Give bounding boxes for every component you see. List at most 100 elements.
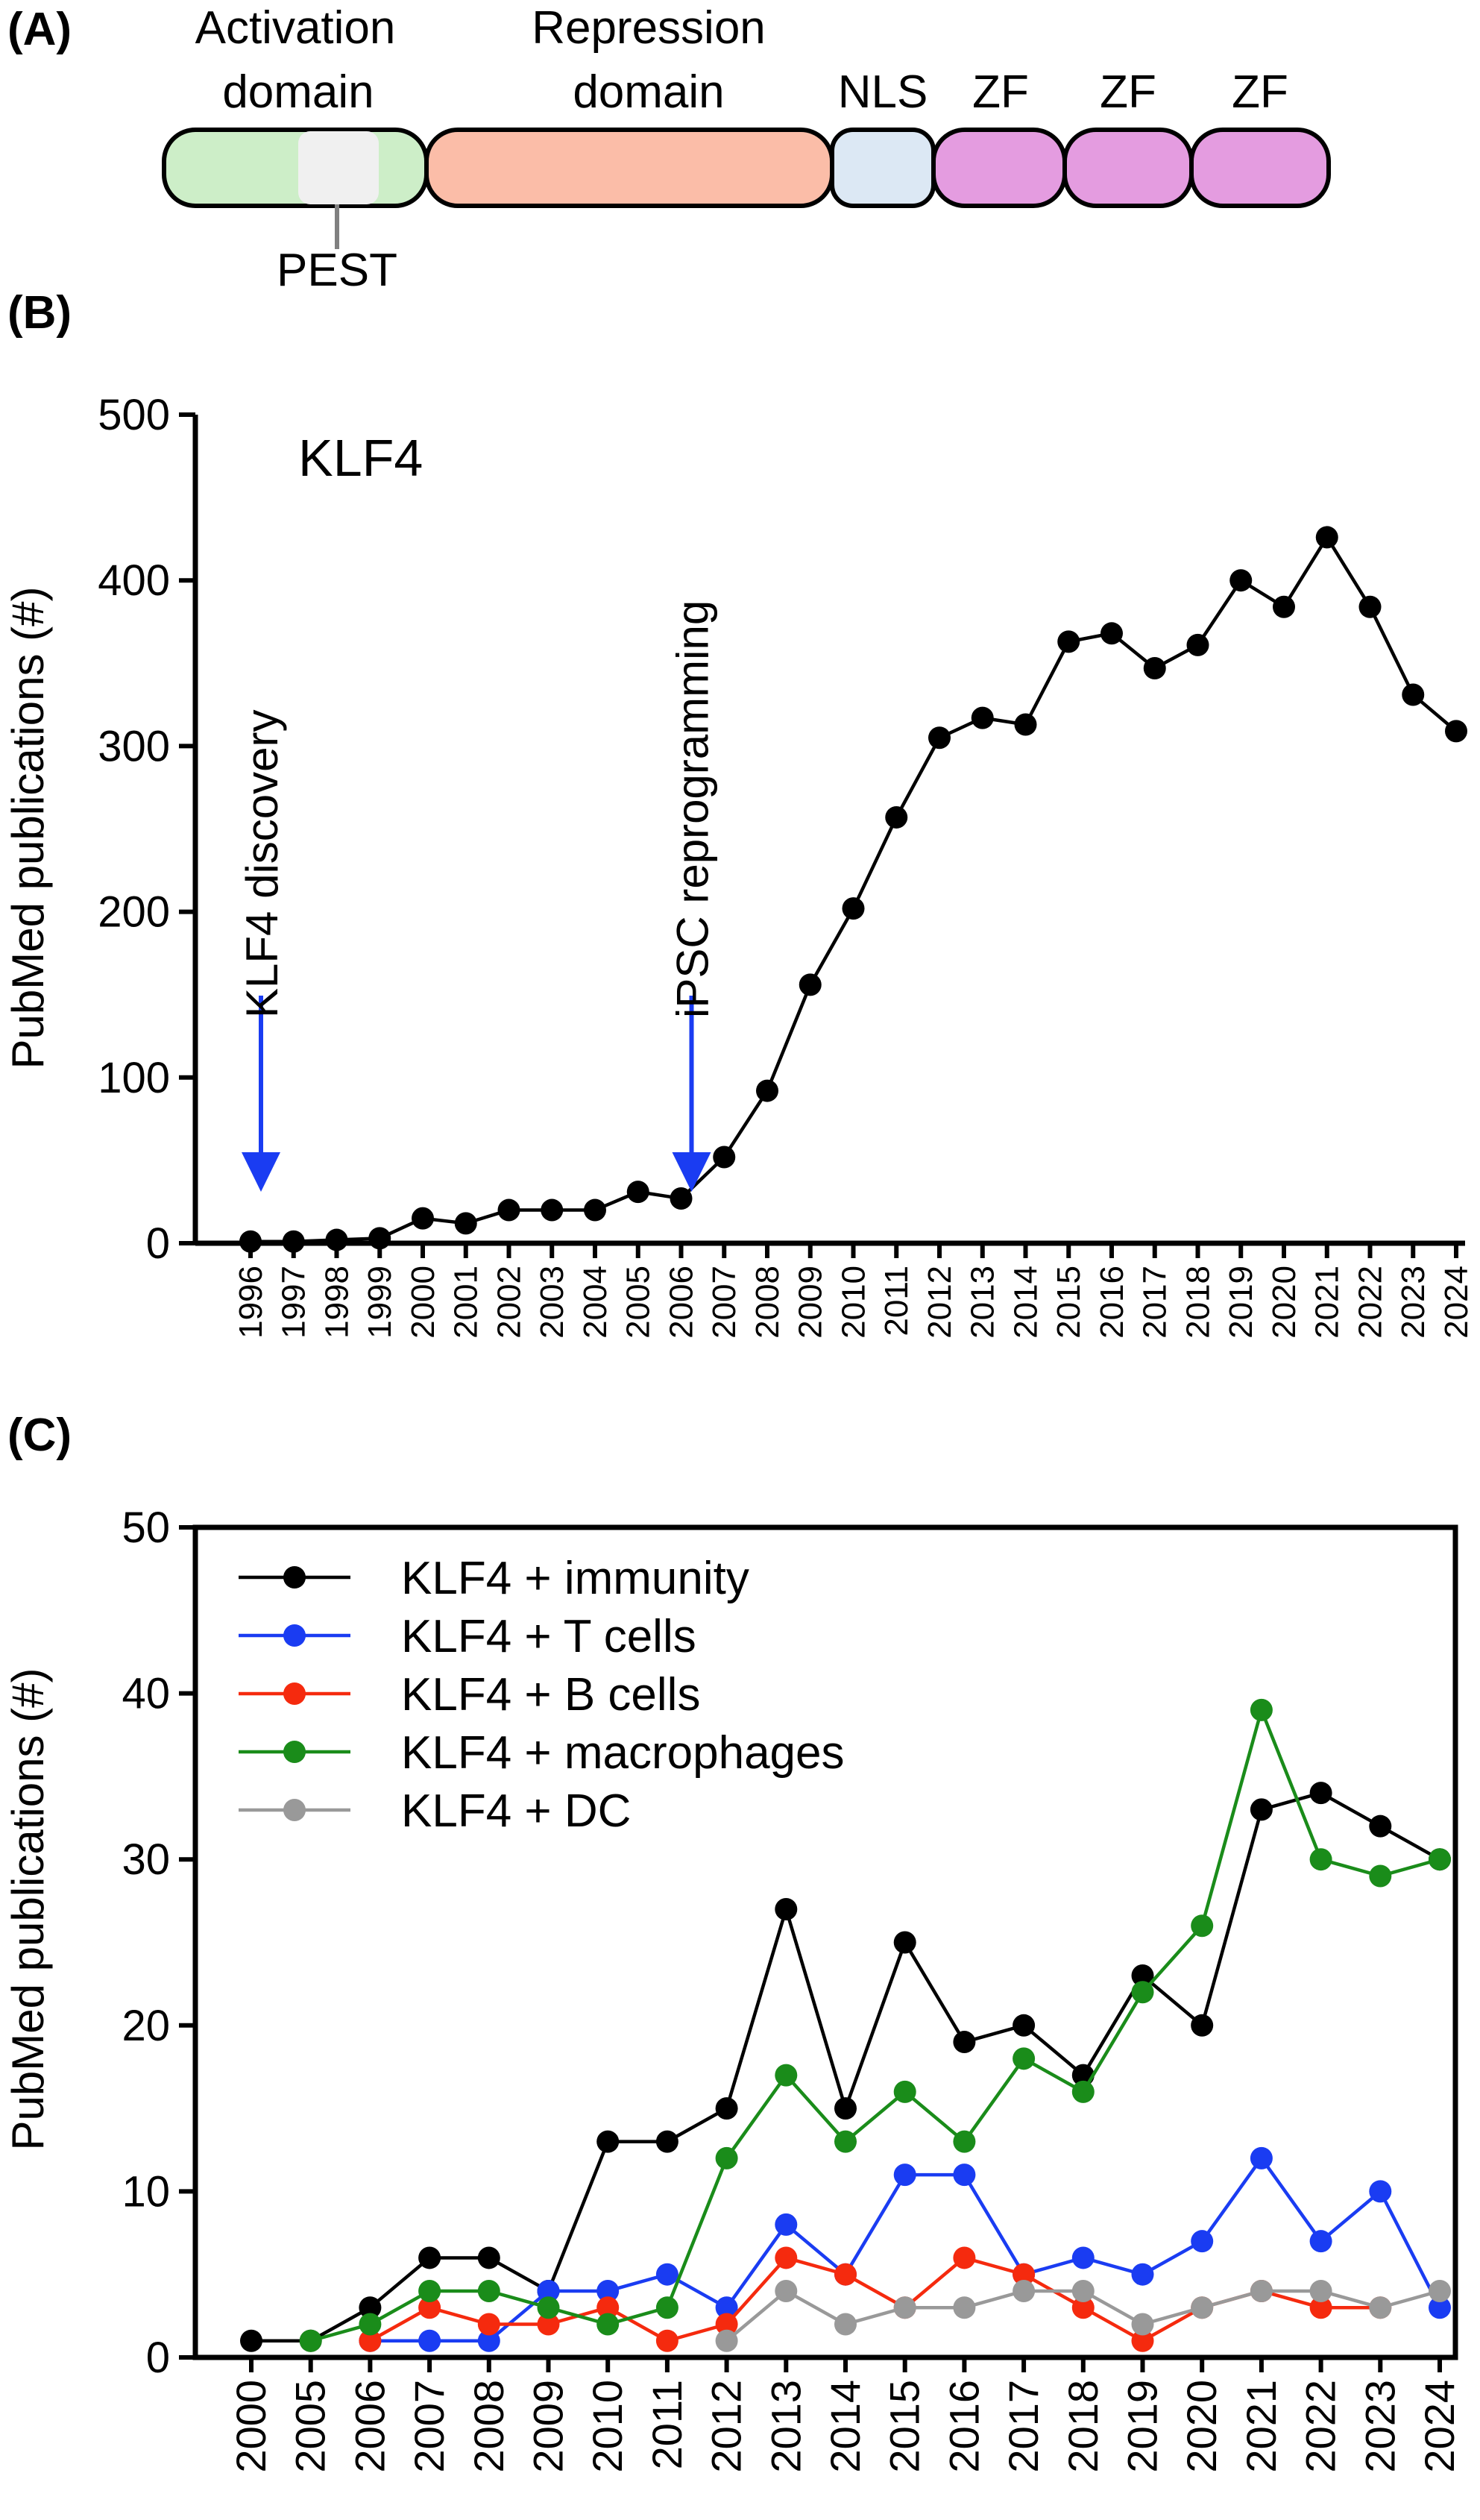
data-point	[1191, 2014, 1214, 2037]
legend-label: KLF4 + DC	[401, 1785, 631, 1837]
x-tick-label: 2012	[703, 2380, 750, 2473]
x-tick-label: 2017	[1000, 2380, 1047, 2473]
x-tick-label: 2015	[1051, 1266, 1087, 1339]
zf-label-1: ZF	[972, 66, 1029, 118]
domain-diagram: Activation domain Repression domain NLS …	[162, 2, 1331, 296]
legend-item: KLF4 + T cells	[239, 1611, 696, 1662]
data-point	[1191, 2230, 1214, 2253]
data-point	[1131, 1964, 1154, 1988]
panel-a-label: (A)	[7, 4, 72, 55]
legend-item: KLF4 + immunity	[239, 1553, 749, 1604]
data-point	[1309, 2296, 1332, 2319]
data-point	[626, 1181, 649, 1204]
data-point	[1309, 2279, 1332, 2302]
data-point	[834, 2263, 857, 2286]
annotation-klf4-discovery: KLF4 discovery	[237, 710, 287, 1192]
data-point	[537, 2279, 560, 2302]
data-point	[1315, 526, 1338, 549]
chart-b-title: KLF4	[298, 429, 423, 487]
x-tick-label: 2014	[822, 2380, 869, 2473]
data-point	[1309, 1848, 1332, 1871]
data-point	[1143, 656, 1166, 679]
x-tick-label: 2003	[534, 1266, 570, 1339]
series-line	[251, 534, 1458, 1244]
data-point	[775, 1897, 798, 1920]
data-point	[1071, 2279, 1095, 2302]
data-point	[368, 1227, 391, 1250]
data-point	[1250, 2146, 1273, 2169]
annotation-arrow-head	[242, 1152, 280, 1192]
x-tick-label: 2009	[793, 1266, 829, 1339]
data-point	[842, 897, 865, 920]
data-point	[1429, 1848, 1451, 1871]
x-tick-label: 2001	[448, 1266, 485, 1339]
data-point	[715, 2146, 738, 2169]
data-point	[584, 1198, 606, 1222]
data-point	[834, 2130, 857, 2153]
x-tick-label: 2022	[1352, 1266, 1388, 1339]
data-point	[596, 2279, 620, 2302]
data-point	[596, 2130, 620, 2153]
data-point	[713, 1146, 736, 1169]
x-tick-label: 2016	[1094, 1266, 1130, 1339]
series-klf4-t-cells	[359, 2146, 1451, 2352]
x-tick-label: 2000	[405, 1266, 441, 1339]
data-point	[1131, 2263, 1154, 2286]
x-tick-label: 2018	[1059, 2380, 1106, 2473]
x-tick-label: 1998	[318, 1266, 355, 1339]
data-point	[359, 2329, 382, 2352]
data-point	[537, 2313, 560, 2336]
y-tick-label: 0	[146, 1219, 170, 1268]
legend: KLF4 + immunity KLF4 + T cells KLF4 + B ce…	[239, 1553, 845, 1837]
data-point	[1445, 720, 1467, 743]
legend-item: KLF4 + B cells	[239, 1669, 700, 1721]
data-point	[1309, 1782, 1332, 1805]
data-point	[834, 2097, 857, 2120]
data-point	[775, 2279, 798, 2302]
chart-c-y-axis-label: PubMed publications (#)	[3, 1668, 53, 2150]
panel-b-label: (B)	[7, 287, 72, 339]
x-tick-label: 2022	[1297, 2380, 1344, 2473]
data-point	[412, 1207, 434, 1230]
x-tick-label: 2024	[1416, 2380, 1463, 2473]
annotation-label: iPSC reprogramming	[668, 600, 718, 1018]
nls-domain-box	[830, 128, 936, 208]
legend-item: KLF4 + macrophages	[239, 1727, 845, 1779]
data-point	[1369, 2296, 1392, 2319]
chart-b-y-axis-label: PubMed publications (#)	[3, 586, 53, 1069]
x-tick-label: 2021	[1238, 2380, 1285, 2473]
activation-domain-label-line2: domain	[222, 66, 374, 118]
data-point	[359, 2313, 382, 2336]
x-tick-label: 2024	[1438, 1266, 1475, 1339]
data-point	[541, 1198, 564, 1222]
legend-swatch-marker	[283, 1624, 306, 1647]
data-point	[299, 2329, 322, 2352]
y-tick-label: 10	[122, 2167, 170, 2216]
x-tick-label: 2013	[965, 1266, 1001, 1339]
zf-domain-box-2	[1062, 128, 1194, 208]
series-klf4-macrophages	[299, 1698, 1451, 2352]
data-point	[885, 805, 908, 829]
data-point	[240, 2329, 262, 2352]
data-point	[477, 2329, 500, 2352]
data-point	[1229, 569, 1253, 592]
data-point	[1131, 1981, 1154, 2004]
repression-domain-label-line2: domain	[573, 66, 724, 118]
x-tick-label: 2016	[940, 2380, 987, 2473]
x-tick-label: 2021	[1309, 1266, 1346, 1339]
x-tick-label: 2011	[878, 1266, 915, 1336]
data-point	[1191, 2296, 1214, 2319]
legend-label: KLF4 + immunity	[401, 1553, 749, 1604]
x-tick-label: 2017	[1137, 1266, 1174, 1339]
x-tick-label: 2023	[1356, 2380, 1403, 2473]
klf4-immunity-chart: PubMed publications (#) 0 10 20 30 40 50 2000 2…	[3, 1503, 1463, 2473]
data-point	[239, 1230, 262, 1253]
repression-domain-label-line1: Repression	[532, 2, 766, 54]
legend-label: KLF4 + T cells	[401, 1611, 696, 1662]
x-tick-label: 2010	[584, 2380, 631, 2473]
data-point	[715, 2313, 738, 2336]
x-tick-label: 2010	[835, 1266, 872, 1339]
repression-domain-box	[424, 128, 834, 208]
x-tick-label: 2019	[1223, 1266, 1259, 1339]
klf4-publications-chart: KLF4 PubMed publications (#) 0 100 200 300 4…	[3, 391, 1475, 1339]
